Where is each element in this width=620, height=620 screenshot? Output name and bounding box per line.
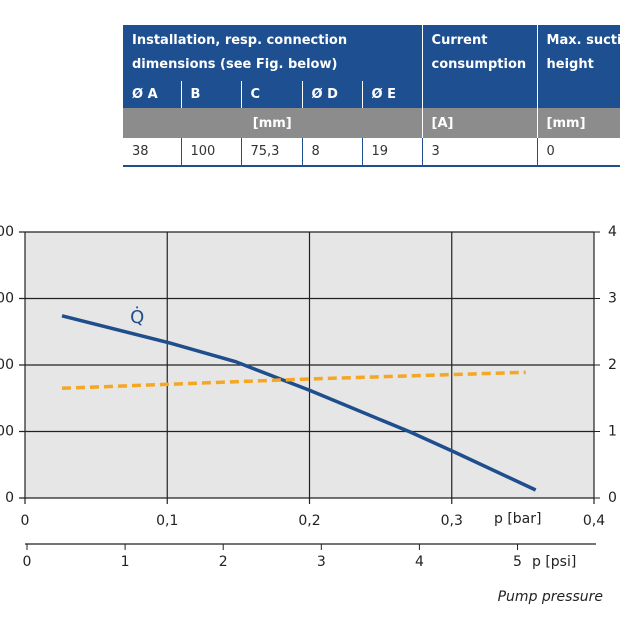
x2-tick-label: 1 xyxy=(121,554,130,570)
series-label: Q̇ xyxy=(130,307,144,328)
y-tick-label: 200 xyxy=(0,357,14,373)
x2-tick-label: 0 xyxy=(23,554,32,570)
header-cell: Installation, resp. connection dimension… xyxy=(123,25,423,81)
header-cell: Max. suction height xyxy=(536,25,620,108)
spec-table: Installation, resp. connection dimension… xyxy=(123,25,620,167)
cell: 38 xyxy=(123,138,181,167)
y2-tick-label: 3 xyxy=(608,291,617,307)
x-tick-label: 0,3 xyxy=(441,513,463,529)
cell: 75,3 xyxy=(240,138,302,167)
cell: 3 xyxy=(421,138,538,167)
cell: 8 xyxy=(301,138,362,167)
column-header: B xyxy=(180,81,241,108)
x2-tick-label: 4 xyxy=(415,554,424,570)
cell: 0 xyxy=(536,138,620,167)
column-header: Ø A xyxy=(123,81,181,108)
x2-tick-label: 3 xyxy=(317,554,326,570)
x-tick-label: 0,4 xyxy=(583,513,605,529)
x2-tick-label: 2 xyxy=(219,554,228,570)
table: Installation, resp. connection dimension… xyxy=(123,25,620,167)
unit-cell: [A] xyxy=(421,108,538,138)
y-tick-label: 100 xyxy=(0,424,14,440)
x-tick-label: 0 xyxy=(21,513,30,529)
column-header: C xyxy=(240,81,302,108)
y2-tick-label: 4 xyxy=(608,224,617,240)
y-tick-label: 300 xyxy=(0,291,14,307)
y-tick-label: 400 xyxy=(0,224,14,240)
unit-cell: [mm] xyxy=(536,108,620,138)
y-tick-label: 0 xyxy=(5,490,14,506)
x-axis-label: p [bar] xyxy=(494,511,541,527)
x-tick-label: 0,2 xyxy=(298,513,320,529)
y2-tick-label: 1 xyxy=(608,424,617,440)
x2-tick-label: 5 xyxy=(513,554,522,570)
column-header: Ø E xyxy=(361,81,423,108)
column-header: Ø D xyxy=(301,81,362,108)
unit-cell: [mm] xyxy=(123,108,423,138)
y2-tick-label: 0 xyxy=(608,490,617,506)
header-cell: Current consumption xyxy=(421,25,538,108)
line-series xyxy=(61,314,537,492)
y2-tick-label: 2 xyxy=(608,357,617,373)
cell: 19 xyxy=(361,138,423,167)
cell: 100 xyxy=(180,138,241,167)
caption: Pump pressure xyxy=(498,589,603,605)
x-tick-label: 0,1 xyxy=(156,513,178,529)
x2-axis-label: p [psi] xyxy=(532,554,576,570)
